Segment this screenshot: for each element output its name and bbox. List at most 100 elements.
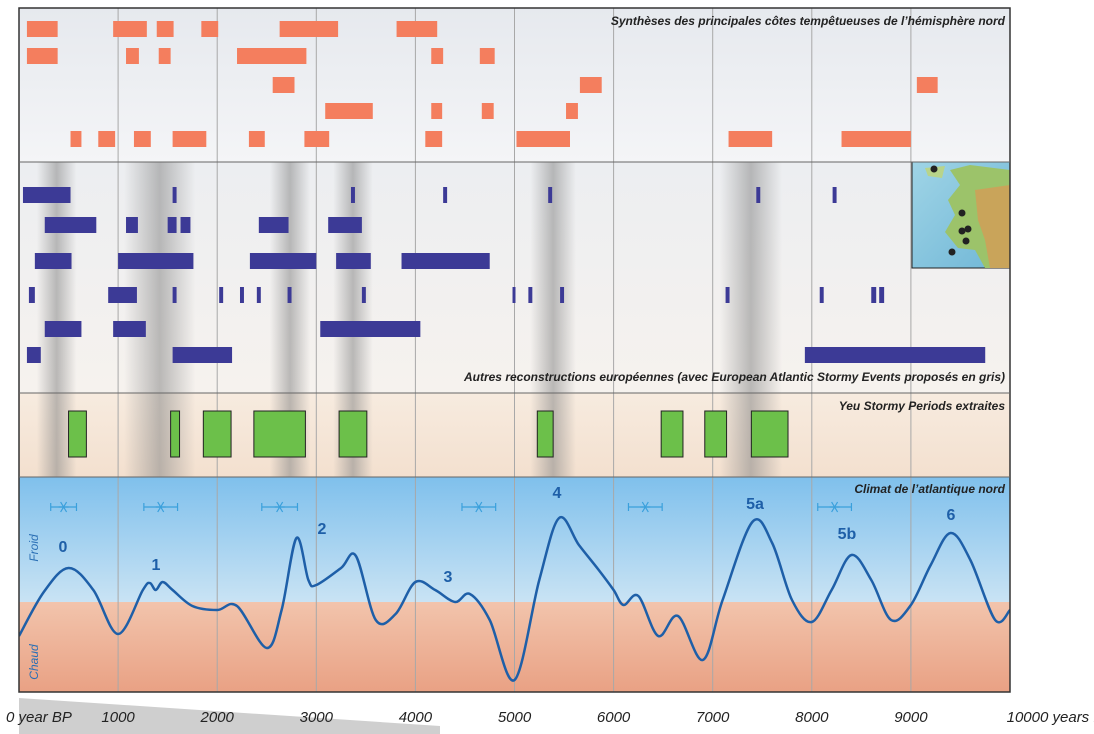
period-bar <box>113 321 146 337</box>
period-bar <box>28 287 35 303</box>
period-bar <box>425 131 443 147</box>
curve-annotation: 5b <box>838 526 857 543</box>
period-bar <box>258 217 289 233</box>
period-bar <box>34 253 72 269</box>
period-bar <box>320 321 421 337</box>
shaded-event <box>124 162 196 477</box>
period-bar <box>566 103 578 119</box>
period-bar <box>170 410 181 458</box>
period-bar <box>804 347 986 363</box>
period-bar <box>443 187 448 203</box>
land <box>975 185 1010 268</box>
panel-title: Synthèses des principales côtes tempêtue… <box>611 14 1006 28</box>
x-tick-label: 6000 <box>597 709 631 726</box>
period-bar <box>172 187 177 203</box>
period-bar <box>832 187 837 203</box>
period-bar <box>248 131 265 147</box>
period-bar <box>304 131 330 147</box>
curve-annotation: 4 <box>553 485 562 502</box>
period-bar <box>201 21 219 37</box>
event-star <box>829 501 840 513</box>
period-bar <box>118 253 194 269</box>
period-bar <box>879 287 885 303</box>
x-tick-label: 7000 <box>696 709 730 726</box>
period-bar <box>361 287 366 303</box>
period-bar <box>725 287 730 303</box>
period-bar <box>172 347 233 363</box>
period-bar <box>548 187 553 203</box>
period-bar <box>219 287 224 303</box>
x-tick-label: 5000 <box>498 709 532 726</box>
period-bar <box>536 410 554 458</box>
period-bar <box>156 21 174 37</box>
x-tick-label: 8000 <box>795 709 829 726</box>
period-bar <box>579 77 602 93</box>
period-bar <box>108 287 137 303</box>
period-bar <box>256 287 261 303</box>
period-bar <box>239 287 244 303</box>
frame <box>18 7 1011 693</box>
period-bar <box>338 410 368 458</box>
period-bar <box>126 217 138 233</box>
period-bar <box>512 287 516 303</box>
x-tick-label: 4000 <box>399 709 433 726</box>
period-bar <box>479 48 495 64</box>
period-bar <box>325 103 373 119</box>
cold-event <box>143 501 179 513</box>
period-bar <box>202 410 232 458</box>
period-bar <box>272 77 295 93</box>
period-bar <box>916 77 938 93</box>
period-bar <box>871 287 877 303</box>
axis-shadow <box>19 698 440 734</box>
event-star <box>155 501 166 513</box>
curve-annotation: 6 <box>947 507 956 524</box>
cold-event <box>627 501 663 513</box>
climate-curve <box>19 515 1010 682</box>
panel-title: Autres reconstructions européennes (avec… <box>463 370 1005 384</box>
curve-annotation: 3 <box>444 569 453 586</box>
cold-event <box>50 501 78 513</box>
period-bar <box>22 187 71 203</box>
zone-label: Chaud <box>27 644 41 680</box>
event-star <box>274 501 285 513</box>
event-star <box>473 501 484 513</box>
period-bar <box>396 21 438 37</box>
panel-title: Yeu Stormy Periods extraites <box>839 399 1006 413</box>
period-bar <box>516 131 570 147</box>
x-tick-label: 10000 years BP <box>1007 709 1094 726</box>
period-bar <box>328 217 362 233</box>
curve-annotation: 1 <box>152 557 161 574</box>
x-tick-label: 1000 <box>101 709 135 726</box>
period-bar <box>431 103 443 119</box>
period-bar <box>287 287 292 303</box>
period-bar <box>26 347 41 363</box>
period-bar <box>26 21 58 37</box>
period-bar <box>660 410 684 458</box>
x-tick-label: 0 year BP <box>6 709 72 726</box>
event-star <box>640 501 651 513</box>
period-bar <box>167 217 177 233</box>
x-tick-label: 2000 <box>200 709 235 726</box>
period-bar <box>704 410 728 458</box>
period-bar <box>237 48 307 64</box>
x-tick-label: 3000 <box>300 709 334 726</box>
period-bar <box>401 253 490 269</box>
period-bar <box>113 21 147 37</box>
panel-title: Climat de l’atlantique nord <box>854 482 1005 496</box>
curve-annotation: 5a <box>746 496 764 513</box>
period-bar <box>350 187 355 203</box>
period-bar <box>481 103 494 119</box>
period-bar <box>279 21 339 37</box>
period-bar <box>44 217 97 233</box>
period-bar <box>133 131 151 147</box>
event-star <box>58 501 69 513</box>
period-bar <box>180 217 191 233</box>
period-bar <box>172 131 207 147</box>
period-bar <box>98 131 116 147</box>
cold-event <box>817 501 853 513</box>
period-bar <box>126 48 139 64</box>
period-bar <box>750 410 789 458</box>
